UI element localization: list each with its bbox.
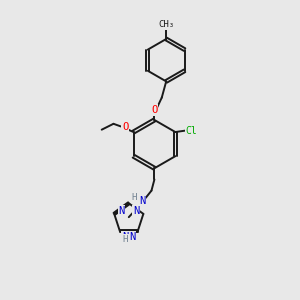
Text: N: N bbox=[133, 206, 139, 216]
Text: H: H bbox=[122, 235, 128, 244]
Text: O: O bbox=[122, 122, 128, 132]
Text: O: O bbox=[151, 105, 158, 115]
Text: N: N bbox=[118, 206, 125, 216]
Text: Cl: Cl bbox=[186, 126, 197, 136]
Text: N: N bbox=[122, 232, 128, 242]
Text: N: N bbox=[139, 196, 145, 206]
Text: N: N bbox=[129, 232, 136, 242]
Text: H: H bbox=[131, 193, 136, 202]
Text: CH₃: CH₃ bbox=[158, 20, 174, 29]
